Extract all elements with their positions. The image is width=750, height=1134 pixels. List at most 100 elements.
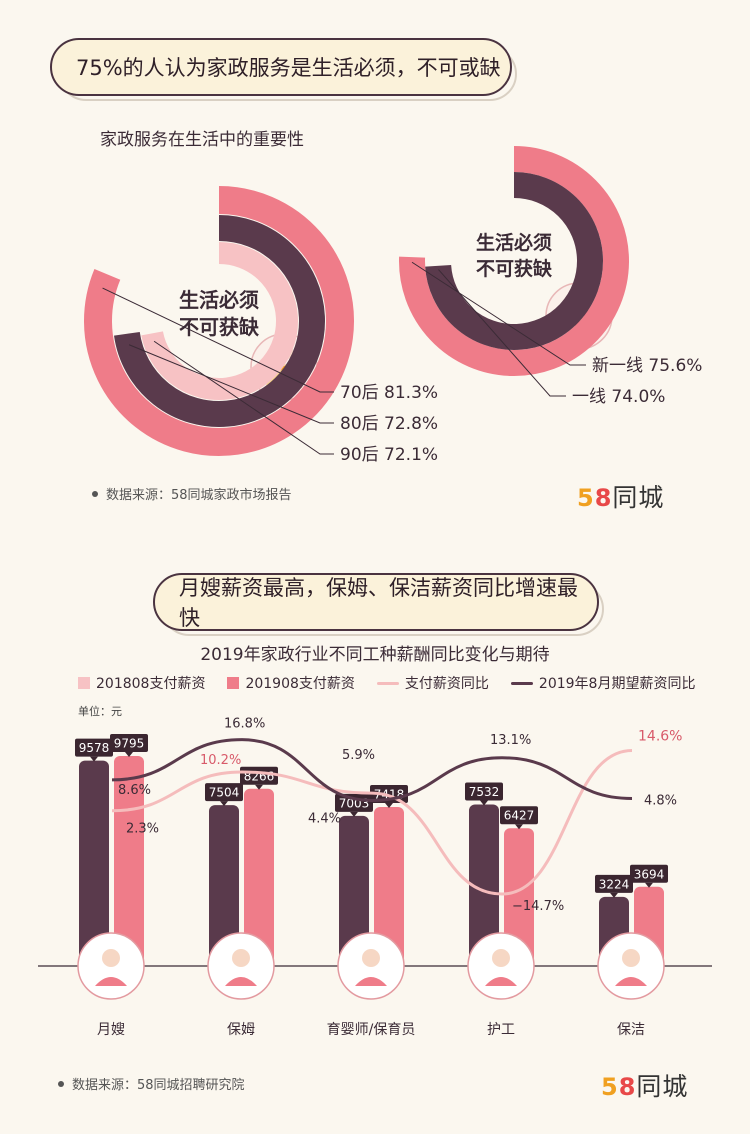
donut-arc — [399, 146, 629, 376]
bar-value-label: 9795 — [114, 737, 145, 751]
donut-right-center-2: 不可获缺 — [476, 257, 553, 280]
donut-right-label: 新一线 75.6% — [592, 356, 702, 376]
line-expected-label: 4.8% — [644, 793, 677, 808]
donut-right-label: 一线 74.0% — [572, 387, 665, 407]
icon-head — [622, 949, 640, 967]
bar-value-tag — [595, 874, 633, 893]
bar-value-tag — [465, 782, 503, 801]
bar-value-tag — [630, 864, 668, 883]
bar-value-tag-pointer — [255, 784, 263, 790]
bar-value-tag-pointer — [645, 882, 653, 888]
leader-line — [153, 340, 334, 455]
donut-charts: 生活必须 不可获缺 生活必须 不可获缺 70后 81.3% 80后 72.8% 90… — [84, 146, 702, 465]
bar-chart-title: 2019年家政行业不同工种薪酬同比变化与期待 — [200, 645, 550, 665]
bar-value-tag-pointer — [515, 824, 523, 830]
bar-201808 — [469, 804, 499, 966]
logo-digit-8: 8 — [594, 484, 613, 512]
category-label: 月嫂 — [97, 1022, 125, 1038]
legend-item-yoy: 支付薪资同比 — [376, 673, 489, 693]
line-expected — [111, 738, 633, 802]
donut-right-labels: 新一线 75.6% 一线 74.0% — [411, 261, 702, 407]
bar-value-label: 7532 — [469, 785, 500, 799]
legend-swatch — [376, 681, 399, 685]
bar-value-tag-pointer — [610, 892, 618, 898]
bar-value-tag — [110, 734, 148, 752]
banner-2: 月嫂薪资最高，保姆、保洁薪资同比增速最快 — [153, 573, 604, 636]
line-expected-label: 13.1% — [490, 733, 531, 748]
logo-58-bottom: 58同城 — [601, 1067, 688, 1103]
line-yoy-label: 5.9% — [342, 748, 375, 763]
legend-item-201908: 201908支付薪资 — [227, 673, 355, 693]
category-label: 保洁 — [617, 1022, 645, 1038]
bar-value-tag-pointer — [480, 800, 488, 806]
bar-value-tag — [75, 738, 113, 757]
line-yoy-label: −14.7% — [512, 899, 564, 914]
bar-value-tag-pointer — [350, 811, 358, 817]
donut-right — [399, 146, 629, 376]
donut-right-center-1: 生活必须 — [476, 231, 552, 254]
legend-item-expected: 2019年8月期望薪资同比 — [510, 673, 695, 693]
bar-201808 — [79, 760, 109, 966]
leader-line — [128, 344, 334, 424]
line-expected-label: 8.6% — [118, 783, 151, 798]
donut-left-labels: 70后 81.3% 80后 72.8% 90后 72.1% — [102, 287, 438, 465]
logo-digit-5: 5 — [577, 484, 595, 512]
donut-subtitle: 家政服务在生活中的重要性 — [100, 130, 304, 150]
bar-value-label: 9578 — [79, 741, 110, 755]
logo-text: 同城 — [636, 1072, 689, 1101]
legend-item-201808: 201808支付薪资 — [78, 673, 205, 693]
donut-arc — [425, 172, 603, 350]
source-1-text: 数据来源：58同城家政市场报告 — [106, 488, 292, 503]
legend-label: 201808支付薪资 — [96, 676, 206, 692]
banner-1: 75%的人认为家政服务是生活必须，不可或缺 — [50, 38, 517, 101]
bar-201808 — [209, 805, 239, 966]
bar-value-label: 6427 — [504, 809, 535, 823]
bar-201908 — [244, 788, 274, 966]
icon-head — [102, 949, 120, 967]
donut-left — [84, 186, 354, 456]
bar-201808 — [339, 815, 369, 966]
bar-value-tag-pointer — [90, 756, 98, 762]
bar-chart-legend: 201808支付薪资 201908支付薪资 支付薪资同比 2019年8月期望薪资… — [78, 673, 695, 693]
source-2-text: 数据来源：58同城招聘研究院 — [72, 1078, 245, 1093]
donut-left-label: 70后 81.3% — [340, 383, 438, 403]
bullet-dot — [92, 490, 98, 497]
source-2: 数据来源：58同城招聘研究院 — [58, 1074, 245, 1093]
legend-label: 201908支付薪资 — [245, 676, 355, 692]
line-expected-label: 16.8% — [224, 717, 265, 732]
donut-arc — [114, 215, 325, 427]
bar-value-tag-pointer — [385, 802, 393, 808]
bullet-dot — [58, 1080, 64, 1087]
icon-body — [615, 977, 647, 986]
leader-line — [438, 269, 566, 397]
bar-value-tag-pointer — [220, 801, 228, 807]
donut-left-label: 90后 72.1% — [340, 445, 438, 465]
icon-body — [95, 977, 127, 986]
line-yoy — [111, 748, 633, 896]
logo-text: 同城 — [612, 483, 665, 512]
logo-digit-5: 5 — [601, 1073, 619, 1101]
legend-swatch — [78, 677, 90, 689]
bar-201908 — [504, 828, 534, 966]
donut-left-center-1: 生活必须 — [179, 288, 259, 312]
icon-body — [225, 977, 257, 986]
donut-arc — [141, 242, 298, 400]
leader-line — [102, 287, 334, 393]
line-yoy-label: 14.6% — [638, 728, 682, 744]
logo-58-top: 58同城 — [577, 478, 664, 514]
icon-head — [492, 949, 510, 967]
category-label: 保姆 — [227, 1022, 255, 1038]
unit-label: 单位：元 — [78, 705, 122, 718]
logo-digit-8: 8 — [618, 1073, 637, 1101]
source-1: 数据来源：58同城家政市场报告 — [92, 484, 292, 503]
legend-swatch — [510, 681, 533, 685]
icon-body — [485, 977, 517, 986]
bar-value-tag-pointer — [125, 752, 133, 757]
donut-left-label: 80后 72.8% — [340, 414, 438, 434]
bar-value-label: 7504 — [209, 786, 240, 800]
line-expected-label: 4.4% — [308, 811, 341, 826]
icon-head — [232, 949, 250, 967]
legend-swatch — [227, 677, 240, 689]
donut-arc — [84, 186, 354, 456]
banner-2-text: 月嫂薪资最高，保姆、保洁薪资同比增速最快 — [179, 576, 578, 630]
